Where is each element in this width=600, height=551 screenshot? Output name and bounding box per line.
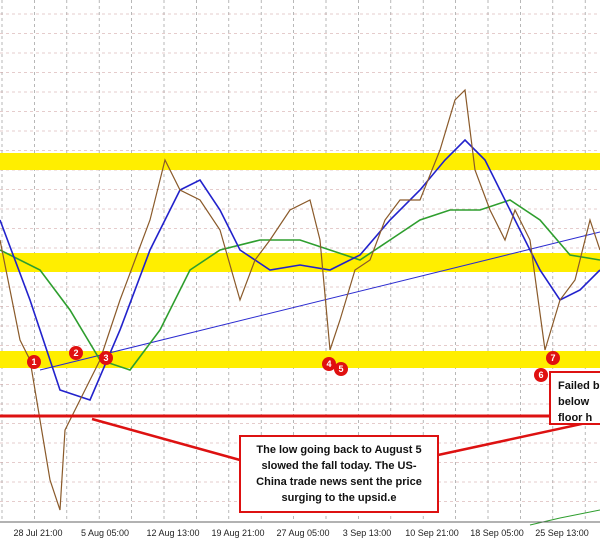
- marker: [534, 368, 548, 382]
- marker-label: 7: [550, 353, 555, 363]
- marker: [69, 346, 83, 360]
- x-tick-label: 19 Aug 21:00: [211, 528, 264, 538]
- annotation-text: below: [558, 396, 590, 408]
- resistance-band: [0, 253, 600, 272]
- annotation-box: [549, 371, 600, 425]
- marker-label: 6: [538, 370, 543, 380]
- x-tick-label: 5 Aug 05:00: [81, 528, 129, 538]
- x-tick-label: 18 Sep 05:00: [470, 528, 524, 538]
- marker-label: 4: [326, 359, 331, 369]
- annotation-text: China trade news sent the price: [256, 476, 422, 488]
- moving-average-step: [39, 231, 600, 371]
- arrow: [437, 418, 600, 457]
- moving-average: [0, 138, 600, 401]
- marker-label: 2: [73, 348, 78, 358]
- x-tick-label: 12 Aug 13:00: [146, 528, 199, 538]
- marker-label: 5: [338, 364, 343, 374]
- x-tick-label: 25 Sep 13:00: [535, 528, 589, 538]
- x-tick-label: 10 Sep 21:00: [405, 528, 459, 538]
- marker: [99, 351, 113, 365]
- annotation-box: [239, 435, 439, 513]
- marker: [546, 351, 560, 365]
- x-tick-label: 28 Jul 21:00: [13, 528, 62, 538]
- annotation-text: surging to the upsid.e: [282, 492, 397, 504]
- marker: [334, 362, 348, 376]
- marker: [322, 357, 336, 371]
- marker: [27, 355, 41, 369]
- arrow: [91, 417, 241, 462]
- price: [0, 88, 600, 511]
- marker-label: 1: [31, 357, 36, 367]
- moving-average-step: [529, 509, 600, 526]
- annotation-text: slowed the fall today. The US-: [261, 460, 416, 472]
- resistance-band: [0, 153, 600, 170]
- annotation-text: The low going back to August 5: [256, 444, 421, 456]
- marker-label: 3: [103, 353, 108, 363]
- x-tick-label: 3 Sep 13:00: [343, 528, 392, 538]
- support-band: [0, 351, 600, 368]
- x-tick-label: 27 Aug 05:00: [276, 528, 329, 538]
- annotation-text: Failed b: [558, 380, 600, 392]
- annotation-text: floor h: [558, 412, 592, 424]
